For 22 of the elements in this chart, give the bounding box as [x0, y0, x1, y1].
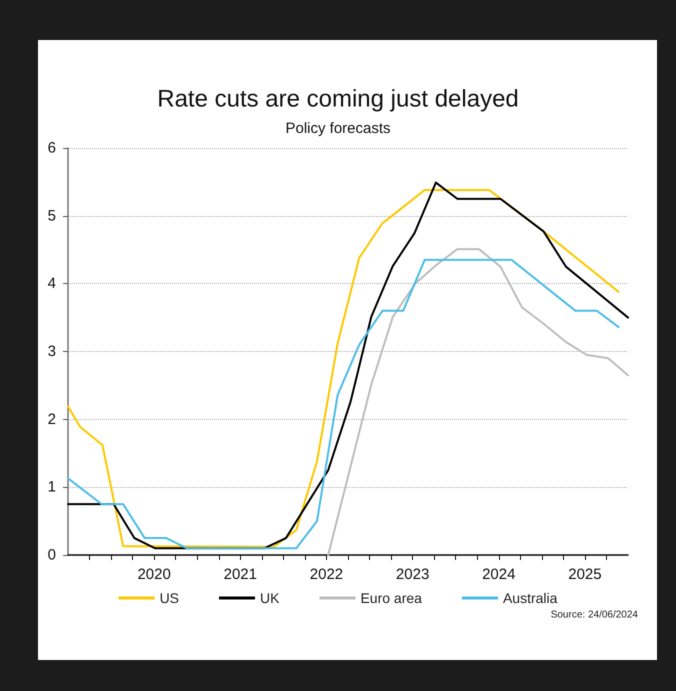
x-tick-label: 2023: [396, 566, 430, 583]
x-tick-label: 2025: [568, 566, 602, 583]
legend-label: Euro area: [360, 590, 422, 606]
y-tick-label: 0: [48, 546, 56, 564]
chart-subtitle: Policy forecasts: [285, 120, 391, 137]
line-series: [67, 258, 620, 550]
legend-label: US: [160, 590, 180, 606]
legend-label: Australia: [502, 590, 558, 606]
source-note: Source: 24/06/2024: [550, 610, 638, 620]
x-tick-label: 2022: [310, 566, 344, 583]
line-series: [327, 248, 629, 556]
legend-label: UK: [260, 590, 280, 606]
x-tick-label: 2021: [224, 566, 257, 583]
y-tick-label: 1: [48, 478, 56, 496]
chart-title: Rate cuts are coming just delayed: [157, 86, 519, 112]
y-tick-label: 2: [48, 410, 56, 428]
x-tick-label: 2024: [482, 566, 516, 583]
y-tick-label: 4: [48, 275, 56, 292]
x-tick-label: 2020: [137, 566, 171, 583]
y-tick-label: 5: [48, 207, 56, 224]
y-tick-label: 6: [48, 140, 56, 156]
y-tick-label: 3: [48, 343, 56, 360]
